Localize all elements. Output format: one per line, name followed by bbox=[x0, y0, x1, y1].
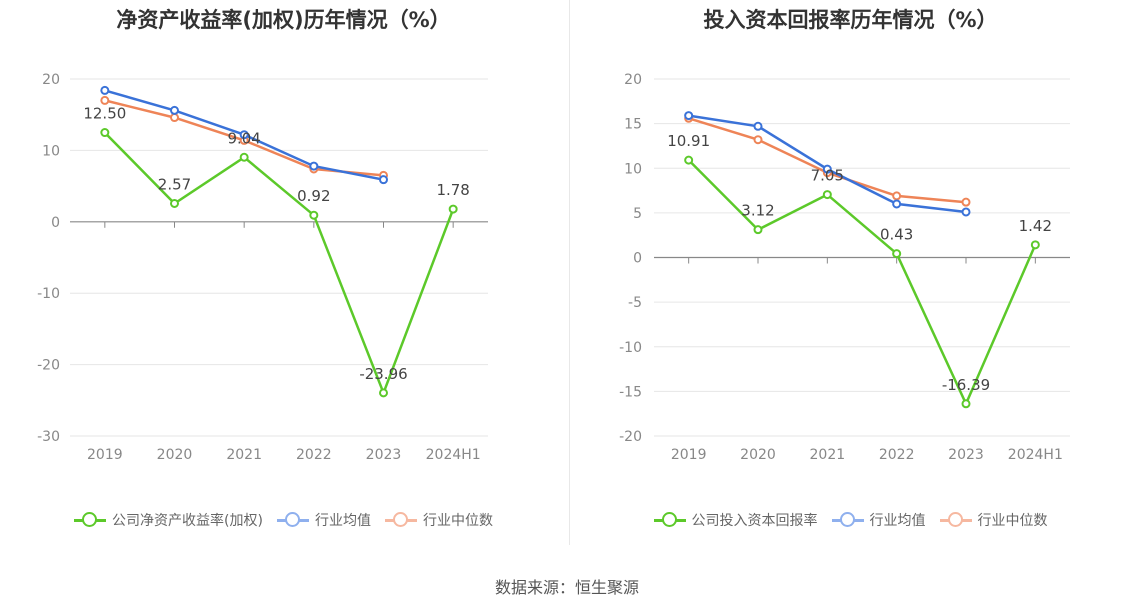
x-tick-label: 2022 bbox=[296, 447, 332, 463]
legend-label: 公司净资产收益率(加权) bbox=[112, 513, 263, 529]
legend-item-company[interactable]: 公司净资产收益率(加权) bbox=[74, 510, 263, 530]
data-point-company bbox=[961, 399, 971, 409]
series-line-median bbox=[688, 117, 967, 204]
data-point-company bbox=[100, 128, 110, 138]
legend-item-industry-avg[interactable]: 行业均值 bbox=[276, 510, 371, 530]
data-point-company bbox=[170, 198, 179, 208]
legend-line-marker-icon bbox=[276, 512, 309, 528]
data-label: 0.43 bbox=[880, 226, 913, 244]
data-label: 3.12 bbox=[741, 202, 774, 220]
x-tick-label: 2021 bbox=[810, 447, 846, 463]
data-label: 9.04 bbox=[227, 129, 260, 147]
x-tick-label: 2024H1 bbox=[1008, 447, 1063, 463]
x-tick-label: 2022 bbox=[879, 447, 915, 463]
data-point-avg bbox=[239, 130, 249, 140]
legend-label: 行业均值 bbox=[314, 513, 371, 529]
roe-chart-panel: 净资产收益率(加权)历年情况（%） 20 10 0 -10 -20 -30 2019 2020… bbox=[0, 0, 567, 550]
data-label: 2.57 bbox=[158, 175, 191, 193]
legend-line-marker-icon bbox=[939, 512, 972, 528]
data-point-median bbox=[753, 135, 763, 145]
chart-title: 投入资本回报率历年情况（%） bbox=[703, 8, 998, 32]
legend-item-industry-median[interactable]: 行业中位数 bbox=[939, 510, 1048, 530]
chart-title: 净资产收益率(加权)历年情况（%） bbox=[116, 8, 451, 32]
panel-divider bbox=[569, 0, 570, 545]
data-point-company bbox=[1030, 240, 1040, 250]
data-label: 0.92 bbox=[297, 187, 330, 205]
y-tick-label: -20 bbox=[37, 358, 60, 374]
y-tick-label: 10 bbox=[42, 143, 60, 159]
y-tick-label: -10 bbox=[619, 340, 642, 356]
data-label: 10.91 bbox=[667, 132, 710, 150]
y-tick-label: -10 bbox=[37, 286, 60, 302]
legend-item-company[interactable]: 公司投入资本回报率 bbox=[653, 510, 818, 530]
roic-chart-svg: 20 15 10 5 0 -5 -10 -15 -20 2019 2020 2021 2022 2023 2… bbox=[619, 72, 1070, 463]
y-tick-label: 20 bbox=[624, 72, 642, 88]
legend-line-marker-icon bbox=[384, 512, 417, 528]
data-label: -23.96 bbox=[359, 365, 407, 383]
data-point-company bbox=[309, 210, 319, 220]
chart-legend: 公司净资产收益率(加权) 行业均值 行业中位数 bbox=[0, 510, 567, 530]
y-tick-label: 5 bbox=[633, 206, 642, 222]
data-point-company bbox=[892, 249, 902, 259]
roic-chart-panel: 投入资本回报率历年情况（%） 20 15 10 5 0 -5 -10 -15 -20 2019 20… bbox=[567, 0, 1134, 550]
data-point-avg bbox=[892, 199, 902, 209]
legend-item-industry-avg[interactable]: 行业均值 bbox=[831, 510, 926, 530]
roe-chart-svg: 20 10 0 -10 -20 -30 2019 2020 2021 2022 2023 2024H1… bbox=[37, 72, 488, 463]
legend-line-marker-icon bbox=[831, 512, 864, 528]
data-point-avg bbox=[961, 207, 971, 217]
data-point-company bbox=[448, 204, 458, 214]
data-point-avg bbox=[684, 111, 694, 121]
x-tick-label: 2023 bbox=[948, 447, 984, 463]
data-label: 1.42 bbox=[1019, 217, 1052, 235]
data-source-note: 数据来源：恒生聚源 bbox=[494, 578, 639, 597]
data-point-avg bbox=[753, 121, 763, 131]
legend-line-marker-icon bbox=[653, 512, 686, 528]
x-tick-label: 2020 bbox=[157, 447, 193, 463]
data-point-company bbox=[753, 225, 763, 235]
data-point-avg bbox=[100, 85, 110, 95]
data-label: 12.50 bbox=[83, 105, 126, 123]
data-point-avg bbox=[170, 105, 179, 115]
data-label: 7.05 bbox=[811, 167, 844, 185]
y-tick-label: -15 bbox=[619, 384, 642, 400]
legend-item-industry-median[interactable]: 行业中位数 bbox=[384, 510, 493, 530]
x-tick-label: 2021 bbox=[226, 447, 262, 463]
y-tick-label: 0 bbox=[633, 251, 642, 267]
x-tick-label: 2020 bbox=[740, 447, 776, 463]
data-label: -16.39 bbox=[942, 376, 990, 394]
x-tick-label: 2019 bbox=[671, 447, 707, 463]
legend-label: 公司投入资本回报率 bbox=[691, 513, 818, 529]
data-point-company bbox=[379, 388, 388, 398]
y-tick-label: -30 bbox=[37, 429, 60, 445]
data-point-median bbox=[892, 191, 902, 201]
data-point-avg bbox=[309, 161, 319, 171]
data-point-avg bbox=[379, 175, 388, 185]
y-tick-label: 15 bbox=[624, 117, 642, 133]
data-point-avg bbox=[822, 164, 832, 174]
legend-line-marker-icon bbox=[74, 512, 107, 528]
legend-label: 行业中位数 bbox=[422, 513, 493, 529]
data-point-median bbox=[170, 113, 179, 123]
data-point-company bbox=[239, 152, 249, 162]
x-tick-label: 2024H1 bbox=[426, 447, 481, 463]
data-point-median bbox=[100, 95, 110, 105]
y-tick-label: -20 bbox=[619, 429, 642, 445]
y-tick-label: 10 bbox=[624, 161, 642, 177]
data-point-company bbox=[684, 155, 694, 165]
data-point-median bbox=[961, 197, 971, 207]
data-label: 1.78 bbox=[436, 181, 469, 199]
series-line-company bbox=[103, 131, 455, 397]
legend-label: 行业中位数 bbox=[977, 513, 1048, 529]
y-tick-label: -5 bbox=[628, 295, 642, 311]
y-tick-label: 20 bbox=[42, 72, 60, 88]
data-point-company bbox=[822, 190, 832, 200]
series-line-company bbox=[687, 159, 1037, 407]
legend-label: 行业均值 bbox=[869, 513, 926, 529]
y-tick-label: 0 bbox=[51, 215, 60, 231]
chart-legend: 公司投入资本回报率 行业均值 行业中位数 bbox=[567, 510, 1134, 530]
x-tick-label: 2019 bbox=[87, 447, 123, 463]
x-tick-label: 2023 bbox=[366, 447, 402, 463]
